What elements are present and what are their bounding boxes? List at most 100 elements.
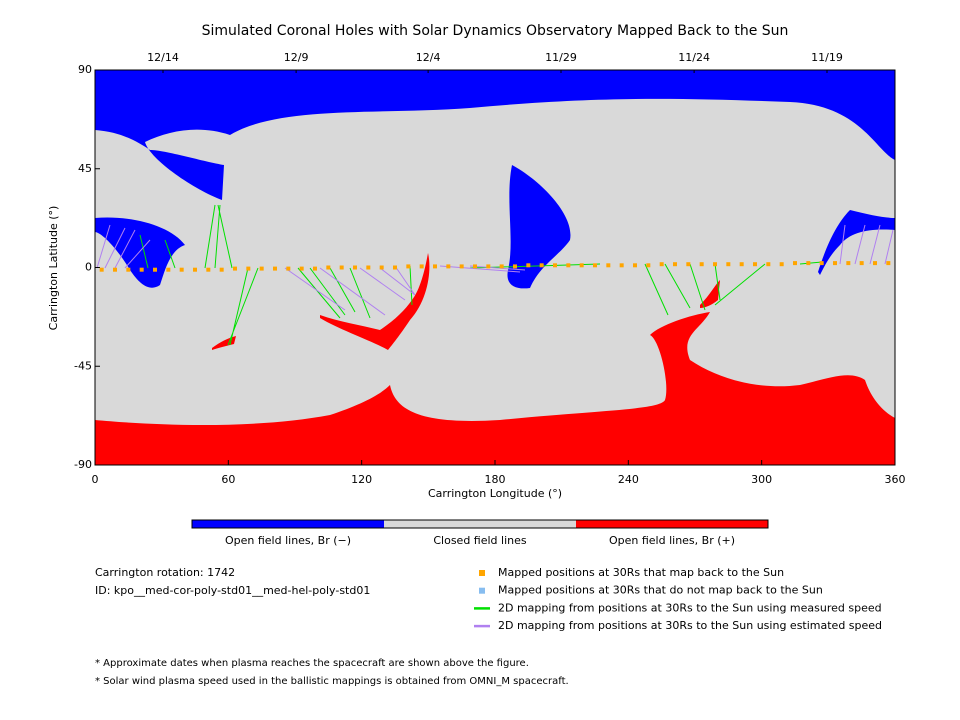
point [619, 263, 624, 268]
colorbar-label: Open field lines, Br (−) [225, 534, 351, 547]
colorbar-segment [384, 520, 576, 528]
colorbar: Open field lines, Br (−) Closed field lin… [191, 519, 769, 547]
y-tick-label: -45 [74, 359, 92, 372]
point [753, 262, 757, 267]
point [859, 261, 864, 266]
point [166, 267, 171, 272]
x2-tick-label: 11/29 [545, 51, 577, 64]
chart-title: Simulated Coronal Holes with Solar Dynam… [202, 23, 789, 39]
rotation-info: Carrington rotation: 1742 [95, 566, 235, 579]
point [353, 265, 357, 270]
x-tick-label: 0 [92, 473, 99, 486]
x-tick-label: 120 [351, 473, 372, 486]
y-tick-label: 0 [85, 261, 92, 274]
point [286, 266, 291, 271]
point [406, 264, 411, 269]
point [99, 267, 104, 272]
open-negative-region [95, 217, 185, 288]
point [313, 266, 317, 271]
estimated-mapping-lines [96, 224, 894, 316]
x2-tick-label: 12/14 [147, 51, 179, 64]
colorbar-segment [576, 520, 768, 528]
open-positive-region [700, 280, 720, 308]
point [606, 263, 611, 268]
legend-swatch [479, 570, 485, 576]
legend-label: 2D mapping from positions at 30Rs to the… [498, 601, 882, 614]
point [113, 267, 117, 272]
point [139, 267, 144, 272]
legend-label: Mapped positions at 30Rs that do not map… [498, 584, 823, 597]
point [259, 266, 264, 271]
point [726, 262, 731, 267]
point [646, 263, 651, 268]
colorbar-frame [191, 519, 769, 529]
point [339, 265, 344, 270]
id-info: ID: kpo__med-cor-poly-std01__med-hel-pol… [95, 584, 370, 597]
x2-tick-label: 12/9 [284, 51, 309, 64]
point [739, 262, 744, 267]
x2-tick-label: 11/19 [811, 51, 843, 64]
point [793, 261, 797, 266]
point [553, 263, 557, 268]
point [206, 267, 211, 272]
open-negative-region [95, 70, 895, 200]
point [446, 264, 451, 269]
point [379, 265, 384, 270]
point [539, 263, 544, 268]
open-negative-region [818, 210, 895, 275]
point [713, 262, 717, 267]
x-tick-label: 240 [618, 473, 639, 486]
point [126, 267, 131, 272]
point [193, 267, 197, 272]
x-tick-label: 60 [221, 473, 235, 486]
map [94, 69, 896, 466]
point [673, 262, 677, 267]
point [819, 261, 824, 266]
x2-tick-label: 12/4 [416, 51, 441, 64]
point [179, 267, 184, 272]
point [806, 261, 811, 266]
point [659, 262, 664, 267]
y-tick-label: 45 [78, 162, 92, 175]
point [486, 264, 491, 269]
x2-tick-label: 11/24 [678, 51, 710, 64]
point [153, 267, 157, 272]
open-positive-region [320, 253, 430, 350]
colorbar-label: Closed field lines [433, 534, 527, 547]
point [526, 263, 531, 268]
open-negative-region [507, 165, 571, 289]
point [579, 263, 584, 268]
legend-label: Mapped positions at 30Rs that map back t… [498, 566, 784, 579]
y-tick-label: 90 [78, 63, 92, 76]
x-axis-label: Carrington Longitude (°) [428, 487, 562, 500]
legend-swatch [479, 587, 485, 594]
point [299, 266, 304, 271]
point [219, 267, 224, 272]
measured-mapping-lines [139, 204, 823, 346]
y-tick-label: -90 [74, 458, 92, 471]
note: * Solar wind plasma speed used in the ba… [95, 676, 569, 687]
point [419, 264, 424, 269]
note: * Approximate dates when plasma reaches … [95, 658, 529, 669]
colorbar-segment [192, 520, 384, 528]
point [393, 265, 397, 270]
open-positive-region [95, 312, 895, 465]
point [513, 264, 517, 269]
point [873, 261, 877, 266]
point [366, 265, 371, 270]
point [246, 266, 251, 271]
point [686, 262, 691, 267]
point [633, 263, 637, 268]
legend-label: 2D mapping from positions at 30Rs to the… [498, 619, 882, 632]
colorbar-label: Open field lines, Br (+) [609, 534, 735, 547]
point [433, 264, 437, 269]
x-tick-label: 300 [751, 473, 772, 486]
point [766, 262, 771, 267]
point [593, 263, 597, 268]
point [779, 262, 784, 267]
point [459, 264, 464, 269]
y-axis-label: Carrington Latitude (°) [47, 206, 60, 331]
point [273, 266, 277, 271]
x-tick-label: 360 [885, 473, 906, 486]
